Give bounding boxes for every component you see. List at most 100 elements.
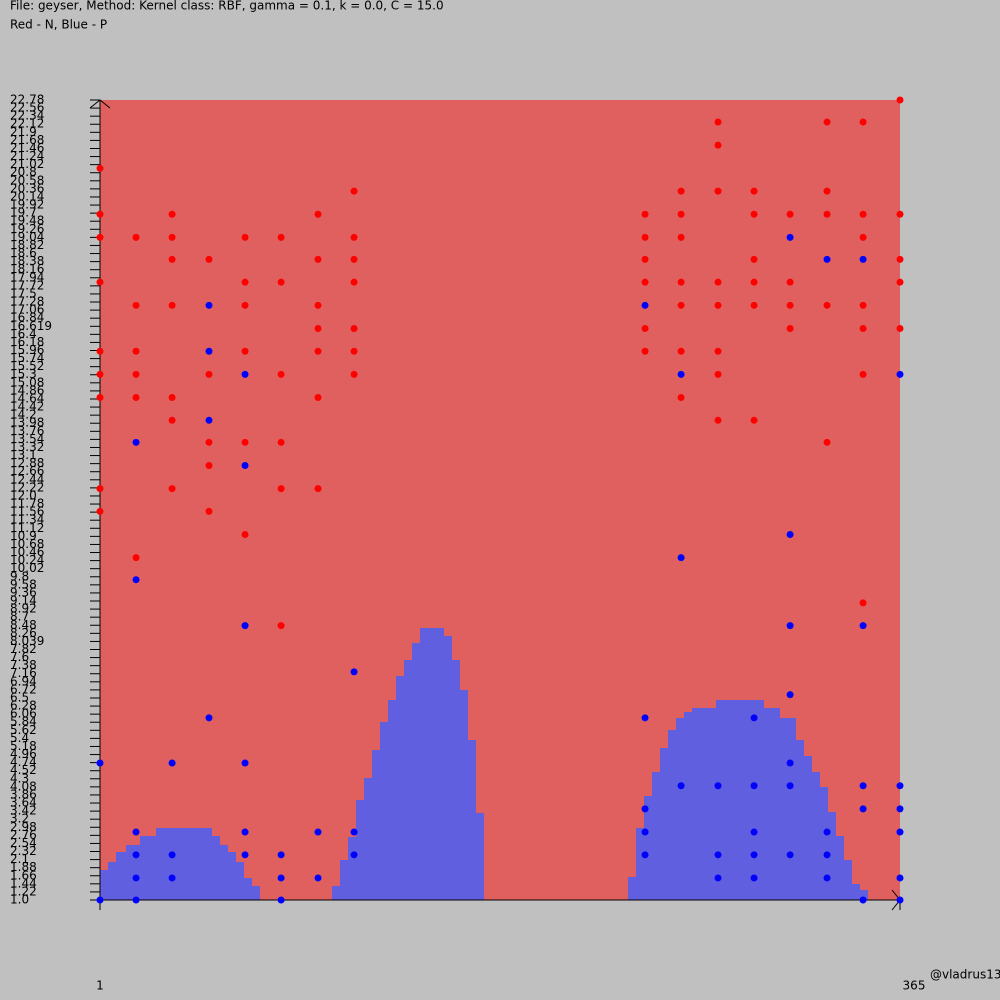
point [896, 96, 904, 104]
y-tick-label: 15.52 [10, 359, 44, 373]
y-tick-label: 4.3 [10, 771, 29, 785]
y-tick-label: 2.98 [10, 820, 37, 834]
y-tick-label: 10.9 [10, 529, 37, 543]
y-tick-label: 17.28 [10, 295, 44, 309]
point [896, 324, 904, 332]
y-tick-label: 5.18 [10, 739, 37, 753]
y-tick-label: 6.72 [10, 682, 37, 696]
y-tick-label: 11.78 [10, 497, 44, 511]
y-tick-label: 2.54 [10, 836, 37, 850]
point [714, 278, 722, 286]
point [896, 874, 904, 882]
point [277, 874, 285, 882]
y-tick-label: 11.12 [10, 521, 44, 535]
y-tick-label: 5.4 [10, 731, 29, 745]
point [132, 347, 140, 355]
point [168, 416, 176, 424]
point [168, 210, 176, 218]
point [859, 896, 867, 904]
point [641, 324, 649, 332]
point [241, 347, 249, 355]
y-tick-label: 22.12 [10, 117, 44, 131]
legend-text: Red - N, Blue - P [10, 18, 107, 32]
point [132, 233, 140, 241]
y-tick-label: 19.92 [10, 198, 44, 212]
point [96, 164, 104, 172]
point [314, 485, 322, 493]
point [823, 210, 831, 218]
y-tick-label: 12.88 [10, 456, 44, 470]
y-tick-label: 6.28 [10, 699, 37, 713]
point [96, 759, 104, 767]
point [350, 278, 358, 286]
point [132, 874, 140, 882]
y-tick-label: 1.44 [10, 876, 37, 890]
point [350, 255, 358, 263]
point [896, 278, 904, 286]
point [314, 394, 322, 402]
y-tick-label: 14.2 [10, 408, 37, 422]
y-tick-label: 21.46 [10, 141, 44, 155]
point [641, 828, 649, 836]
point [350, 668, 358, 676]
point [205, 714, 213, 722]
point [641, 301, 649, 309]
point [277, 370, 285, 378]
point [750, 278, 758, 286]
y-tick-label: 8.48 [10, 618, 37, 632]
y-tick-label: 13.76 [10, 424, 44, 438]
point [132, 828, 140, 836]
y-tick-label: 9.58 [10, 577, 37, 591]
point [314, 324, 322, 332]
point [168, 485, 176, 493]
point [641, 278, 649, 286]
point [677, 210, 685, 218]
point [314, 347, 322, 355]
y-tick-label: 1.66 [10, 868, 37, 882]
point [750, 301, 758, 309]
point [314, 210, 322, 218]
y-tick-label: 18.6 [10, 246, 37, 260]
y-tick-label: 13.1 [10, 448, 37, 462]
point [241, 622, 249, 630]
point [714, 187, 722, 195]
region [100, 828, 260, 900]
point [641, 210, 649, 218]
y-tick-label: 13.98 [10, 416, 44, 430]
y-tick-label: 2.76 [10, 828, 37, 842]
point [750, 210, 758, 218]
point [350, 187, 358, 195]
y-tick-label: 20.8 [10, 165, 37, 179]
y-tick-label: 16.4 [10, 327, 37, 341]
point [896, 805, 904, 813]
point [168, 255, 176, 263]
point [714, 416, 722, 424]
y-tick-label: 2.1 [10, 852, 29, 866]
point [350, 347, 358, 355]
point [96, 896, 104, 904]
point [786, 233, 794, 241]
y-tick-label: 10.02 [10, 561, 44, 575]
y-tick-label: 5.62 [10, 723, 37, 737]
point [750, 874, 758, 882]
y-tick-label: 6.5 [10, 690, 29, 704]
y-tick-label: 7.6 [10, 650, 29, 664]
point [641, 714, 649, 722]
y-tick-label: 7.82 [10, 642, 37, 656]
y-tick-label: 1.22 [10, 884, 37, 898]
y-tick-label: 17.72 [10, 278, 44, 292]
y-tick-label: 4.96 [10, 747, 37, 761]
point [714, 370, 722, 378]
y-tick-label: 12.44 [10, 472, 44, 486]
y-tick-label: 19.7 [10, 206, 37, 220]
y-tick-label: 10.24 [10, 553, 44, 567]
point [859, 622, 867, 630]
point [241, 370, 249, 378]
y-tick-label: 3.86 [10, 787, 37, 801]
point [859, 370, 867, 378]
y-tick-label: 7.16 [10, 666, 37, 680]
point [823, 851, 831, 859]
y-tick-label: 18.38 [10, 254, 44, 268]
y-tick-label: 21.24 [10, 149, 44, 163]
